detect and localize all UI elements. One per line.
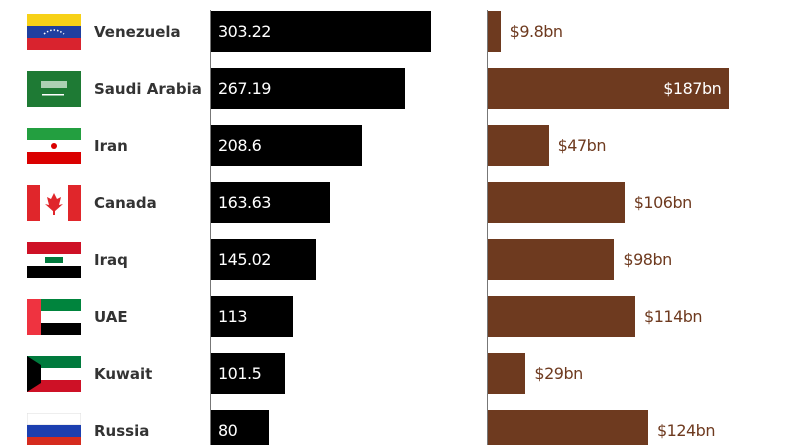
revenue-value-label-uae: $114bn — [644, 307, 703, 326]
revenue-value-label-canada: $106bn — [633, 193, 693, 212]
iraq-flag-icon — [27, 242, 81, 278]
country-label-saudi-arabia: Saudi Arabia — [94, 80, 202, 98]
country-label-iraq: Iraq — [94, 251, 128, 269]
uae-flag-icon — [27, 299, 81, 335]
country-label-iran: Iran — [94, 137, 128, 155]
reserves-bar-kuwait — [211, 353, 285, 394]
reserves-value-label-kuwait: 101.5 — [218, 364, 262, 383]
venezuela-flag-icon — [27, 14, 81, 50]
revenue-bar-saudi-arabia — [488, 68, 730, 109]
reserves-value-label-uae: 113 — [218, 307, 248, 326]
revenue-bar-russia — [488, 410, 648, 445]
reserves-value-label-saudi-arabia: 267.19 — [218, 79, 271, 98]
country-label-russia: Russia — [94, 422, 150, 440]
reserves-bar-uae — [211, 296, 293, 337]
reserves-value-label-russia: 80 — [218, 421, 238, 440]
left-axis-line — [210, 10, 211, 445]
russia-flag-icon — [26, 412, 82, 445]
revenue-value-label-iran: $47bn — [557, 136, 607, 155]
reserves-bar-venezuela — [211, 11, 431, 52]
revenue-bar-iran — [488, 125, 549, 166]
revenue-value-label-kuwait: $29bn — [534, 364, 583, 383]
country-label-uae: UAE — [94, 308, 128, 326]
saudi-arabia-flag-icon — [27, 71, 81, 107]
reserves-bar-russia — [211, 410, 270, 445]
revenue-bar-canada — [488, 182, 625, 223]
country-label-venezuela: Venezuela — [94, 23, 181, 41]
revenue-bar-uae — [488, 296, 636, 337]
revenue-bar-venezuela — [488, 11, 501, 52]
canada-flag-icon — [27, 185, 81, 221]
revenue-value-label-russia: $124bn — [656, 421, 716, 440]
reserves-value-label-iran: 208.6 — [218, 136, 262, 155]
reserves-bar-iran — [211, 125, 363, 166]
kuwait-flag-icon — [27, 356, 81, 392]
reserves-value-label-venezuela: 303.22 — [218, 22, 271, 41]
country-label-canada: Canada — [94, 194, 157, 212]
reserves-bar-saudi-arabia — [211, 68, 405, 109]
country-label-kuwait: Kuwait — [94, 365, 153, 383]
right-axis-line — [487, 10, 488, 445]
reserves-value-label-canada: 163.63 — [218, 193, 271, 212]
revenue-value-label-venezuela: $9.8bn — [509, 22, 563, 41]
reserves-bar-canada — [211, 182, 330, 223]
iran-flag-icon — [27, 128, 81, 164]
revenue-value-label-saudi-arabia: $187bn — [663, 79, 722, 98]
revenue-value-label-iraq: $98bn — [623, 250, 672, 269]
reserves-bar-iraq — [211, 239, 317, 280]
revenue-bar-kuwait — [488, 353, 526, 394]
reserves-value-label-iraq: 145.02 — [218, 250, 271, 269]
revenue-bar-iraq — [488, 239, 615, 280]
